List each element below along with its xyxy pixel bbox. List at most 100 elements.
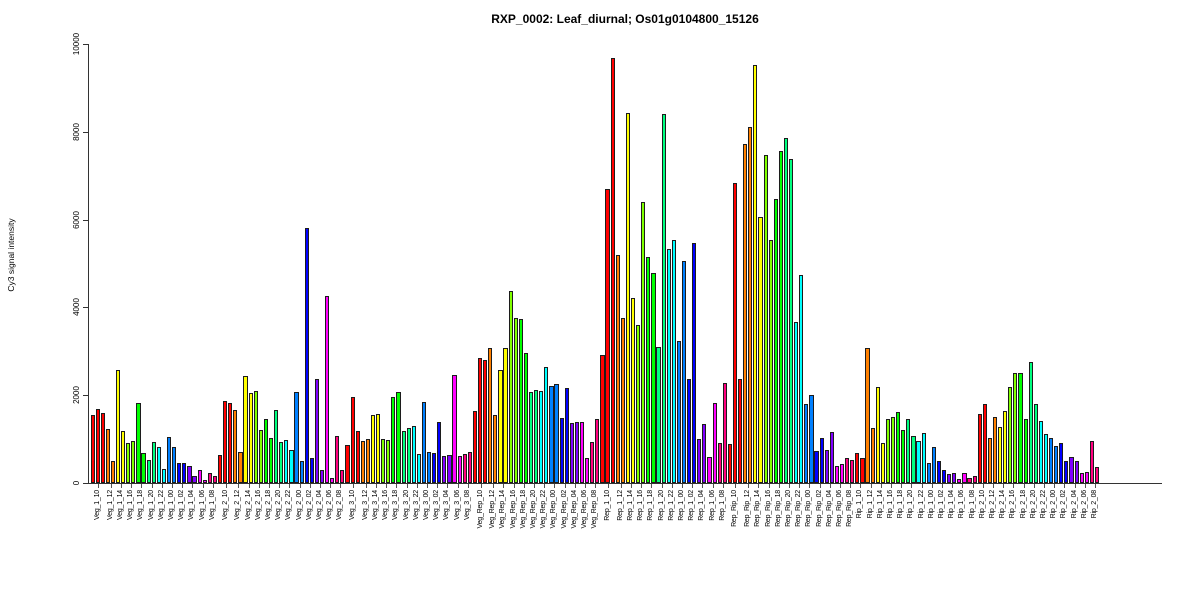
y-tick-label: 2000 xyxy=(72,386,81,405)
bar xyxy=(217,454,223,483)
y-tick xyxy=(83,307,88,309)
bar xyxy=(258,429,263,483)
x-tick xyxy=(931,484,933,488)
x-axis-label: Rip_2_00 xyxy=(1050,490,1058,519)
bar xyxy=(115,370,121,483)
x-tick xyxy=(268,484,270,488)
bar xyxy=(289,450,294,483)
x-tick xyxy=(192,484,194,488)
x-tick xyxy=(585,484,587,488)
x-axis-label: Veg_Rep_22 xyxy=(540,490,548,529)
x-axis-label: Rip_1_06 xyxy=(958,490,966,519)
x-tick xyxy=(722,484,724,488)
bar xyxy=(758,216,763,483)
bar xyxy=(447,455,452,483)
x-tick xyxy=(839,484,841,488)
bar xyxy=(763,155,768,483)
x-axis-label: Veg_1_12 xyxy=(106,490,114,520)
x-axis-label: Rip_1_10 xyxy=(856,490,864,519)
x-axis-label: Veg_3_14 xyxy=(372,490,379,520)
bar xyxy=(442,455,447,483)
x-tick xyxy=(289,484,291,488)
bar xyxy=(253,391,258,483)
bar xyxy=(901,429,906,483)
x-axis-label: Veg_1_14 xyxy=(117,490,125,520)
bar xyxy=(559,418,564,483)
x-tick xyxy=(880,484,882,488)
x-axis-label: Veg_1_20 xyxy=(147,490,155,520)
x-tick xyxy=(480,484,482,488)
bar xyxy=(1008,387,1013,483)
bar xyxy=(330,477,335,483)
bar xyxy=(967,477,972,483)
bar xyxy=(778,150,783,483)
bar xyxy=(238,452,243,483)
bar xyxy=(1013,373,1018,483)
x-axis-label: Rip_2_12 xyxy=(988,490,996,519)
bar xyxy=(350,396,355,483)
bar xyxy=(748,127,753,483)
x-tick xyxy=(860,484,862,488)
bar xyxy=(809,395,814,483)
x-axis-label: Veg_2_14 xyxy=(244,490,252,520)
x-axis-label: Veg_Rep_06 xyxy=(581,490,589,529)
x-tick xyxy=(406,484,408,488)
bar xyxy=(656,346,661,483)
x-tick xyxy=(901,484,903,488)
bar xyxy=(707,456,712,483)
bar xyxy=(467,452,472,483)
x-axis-label: Veg_2_04 xyxy=(315,490,323,520)
bar xyxy=(681,260,687,483)
bar xyxy=(845,458,850,483)
x-tick xyxy=(1084,484,1086,488)
bar xyxy=(936,461,942,483)
bar xyxy=(987,438,992,483)
y-tick-label: 6000 xyxy=(72,210,81,229)
x-axis-label: Rip_2_10 xyxy=(978,490,986,519)
x-tick xyxy=(620,484,622,488)
x-tick xyxy=(534,484,536,488)
bar xyxy=(151,442,156,483)
bar xyxy=(1003,411,1008,483)
bar xyxy=(304,227,309,483)
bar xyxy=(1069,456,1074,483)
bar xyxy=(661,114,666,483)
x-tick xyxy=(416,484,418,488)
x-axis-label: Veg_3_00 xyxy=(423,490,430,520)
chart-title: RXP_0002: Leaf_diurnal; Os01g0104800_151… xyxy=(491,12,759,26)
y-tick xyxy=(83,483,88,484)
x-tick xyxy=(819,484,821,488)
bar xyxy=(1064,461,1069,483)
x-axis-label: Rip_1_16 xyxy=(886,490,894,519)
x-axis-label: Veg_3_12 xyxy=(361,490,369,520)
x-tick xyxy=(467,484,469,488)
bar xyxy=(1018,373,1023,483)
x-tick xyxy=(952,484,954,488)
bar xyxy=(814,450,819,483)
bar xyxy=(131,441,136,483)
bar xyxy=(646,257,651,483)
x-tick xyxy=(353,484,355,488)
bar xyxy=(666,249,671,483)
bar xyxy=(630,298,636,483)
x-tick xyxy=(1003,484,1005,488)
y-tick xyxy=(83,395,88,397)
bar xyxy=(906,419,911,483)
x-axis-label: Rip_2_20 xyxy=(1029,490,1037,519)
bar xyxy=(493,414,498,483)
x-axis-label: Rep_Rip_20 xyxy=(784,490,792,527)
bar xyxy=(182,462,187,483)
bar xyxy=(712,402,717,483)
bar xyxy=(549,386,554,483)
x-axis-label: Rep_Rip_08 xyxy=(846,490,854,527)
bar xyxy=(977,414,982,483)
x-axis-label: Veg_2_16 xyxy=(254,490,262,520)
x-axis-label: Rep_Rip_18 xyxy=(774,490,782,527)
bar xyxy=(743,143,748,483)
x-axis-label: Rip_2_08 xyxy=(1090,490,1098,519)
bar xyxy=(437,422,442,483)
bar xyxy=(788,159,794,483)
x-tick xyxy=(692,484,694,488)
x-tick xyxy=(309,484,311,488)
